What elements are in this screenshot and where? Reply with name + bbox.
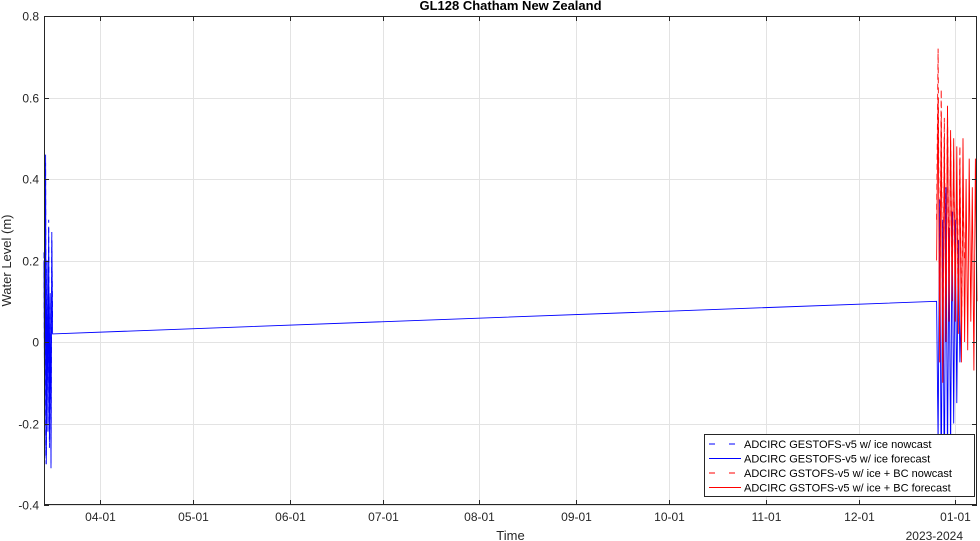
axis-ticks: -0.4 -0.2 0 0.2 0.4 0.6 0.8 04-01 05-01 06-01 07-0… xyxy=(18,10,977,524)
x-tick-label: 09-01 xyxy=(561,510,592,524)
y-tick-label: 0.2 xyxy=(22,255,39,269)
x-tick-label: 12-01 xyxy=(844,510,875,524)
x-tick-label: 01-01 xyxy=(940,510,971,524)
y-axis-label: Water Level (m) xyxy=(0,215,14,307)
x-axis-label: Time xyxy=(496,528,524,541)
legend-box xyxy=(704,434,975,497)
y-tick-label: 0.8 xyxy=(22,10,39,24)
series-line-2 xyxy=(43,154,962,497)
grid xyxy=(44,16,977,506)
x-tick-label: 05-01 xyxy=(178,510,209,524)
x-tick-label: 08-01 xyxy=(464,510,495,524)
series-layer xyxy=(43,48,978,497)
plot-border xyxy=(44,16,977,505)
legend-entry-3: ADCIRC GSTOFS-v5 w/ ice + BC nowcast xyxy=(744,468,952,480)
x-tick-label: 07-01 xyxy=(368,510,399,524)
x-tick-label: 11-01 xyxy=(752,510,782,524)
legend-entry-4: ADCIRC GSTOFS-v5 w/ ice + BC forecast xyxy=(744,483,951,495)
y-tick-label: -0.2 xyxy=(18,418,39,432)
x-axis-year-label: 2023-2024 xyxy=(906,529,964,541)
series-line-4 xyxy=(936,97,978,383)
y-tick-label: 0.4 xyxy=(22,173,39,187)
y-tick-label: 0.6 xyxy=(22,92,39,106)
y-tick-label: -0.4 xyxy=(18,499,39,513)
legend: ADCIRC GESTOFS-v5 w/ ice nowcast ADCIRC G… xyxy=(704,434,975,497)
legend-entry-2: ADCIRC GESTOFS-v5 w/ ice forecast xyxy=(744,454,930,466)
y-tick-label: 0 xyxy=(32,336,39,350)
x-tick-label: 10-01 xyxy=(654,510,685,524)
x-tick-label: 06-01 xyxy=(275,510,306,524)
chart-title: GL128 Chatham New Zealand xyxy=(419,0,601,13)
x-tick-label: 04-01 xyxy=(85,510,116,524)
plot-area xyxy=(44,16,977,505)
legend-entry-1: ADCIRC GESTOFS-v5 w/ ice nowcast xyxy=(744,439,931,451)
